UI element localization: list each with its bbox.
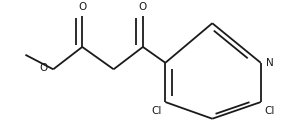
Text: O: O bbox=[139, 2, 147, 12]
Text: O: O bbox=[78, 2, 86, 12]
Text: O: O bbox=[39, 63, 48, 73]
Text: Cl: Cl bbox=[264, 106, 275, 116]
Text: N: N bbox=[266, 58, 274, 68]
Text: Cl: Cl bbox=[151, 106, 162, 116]
